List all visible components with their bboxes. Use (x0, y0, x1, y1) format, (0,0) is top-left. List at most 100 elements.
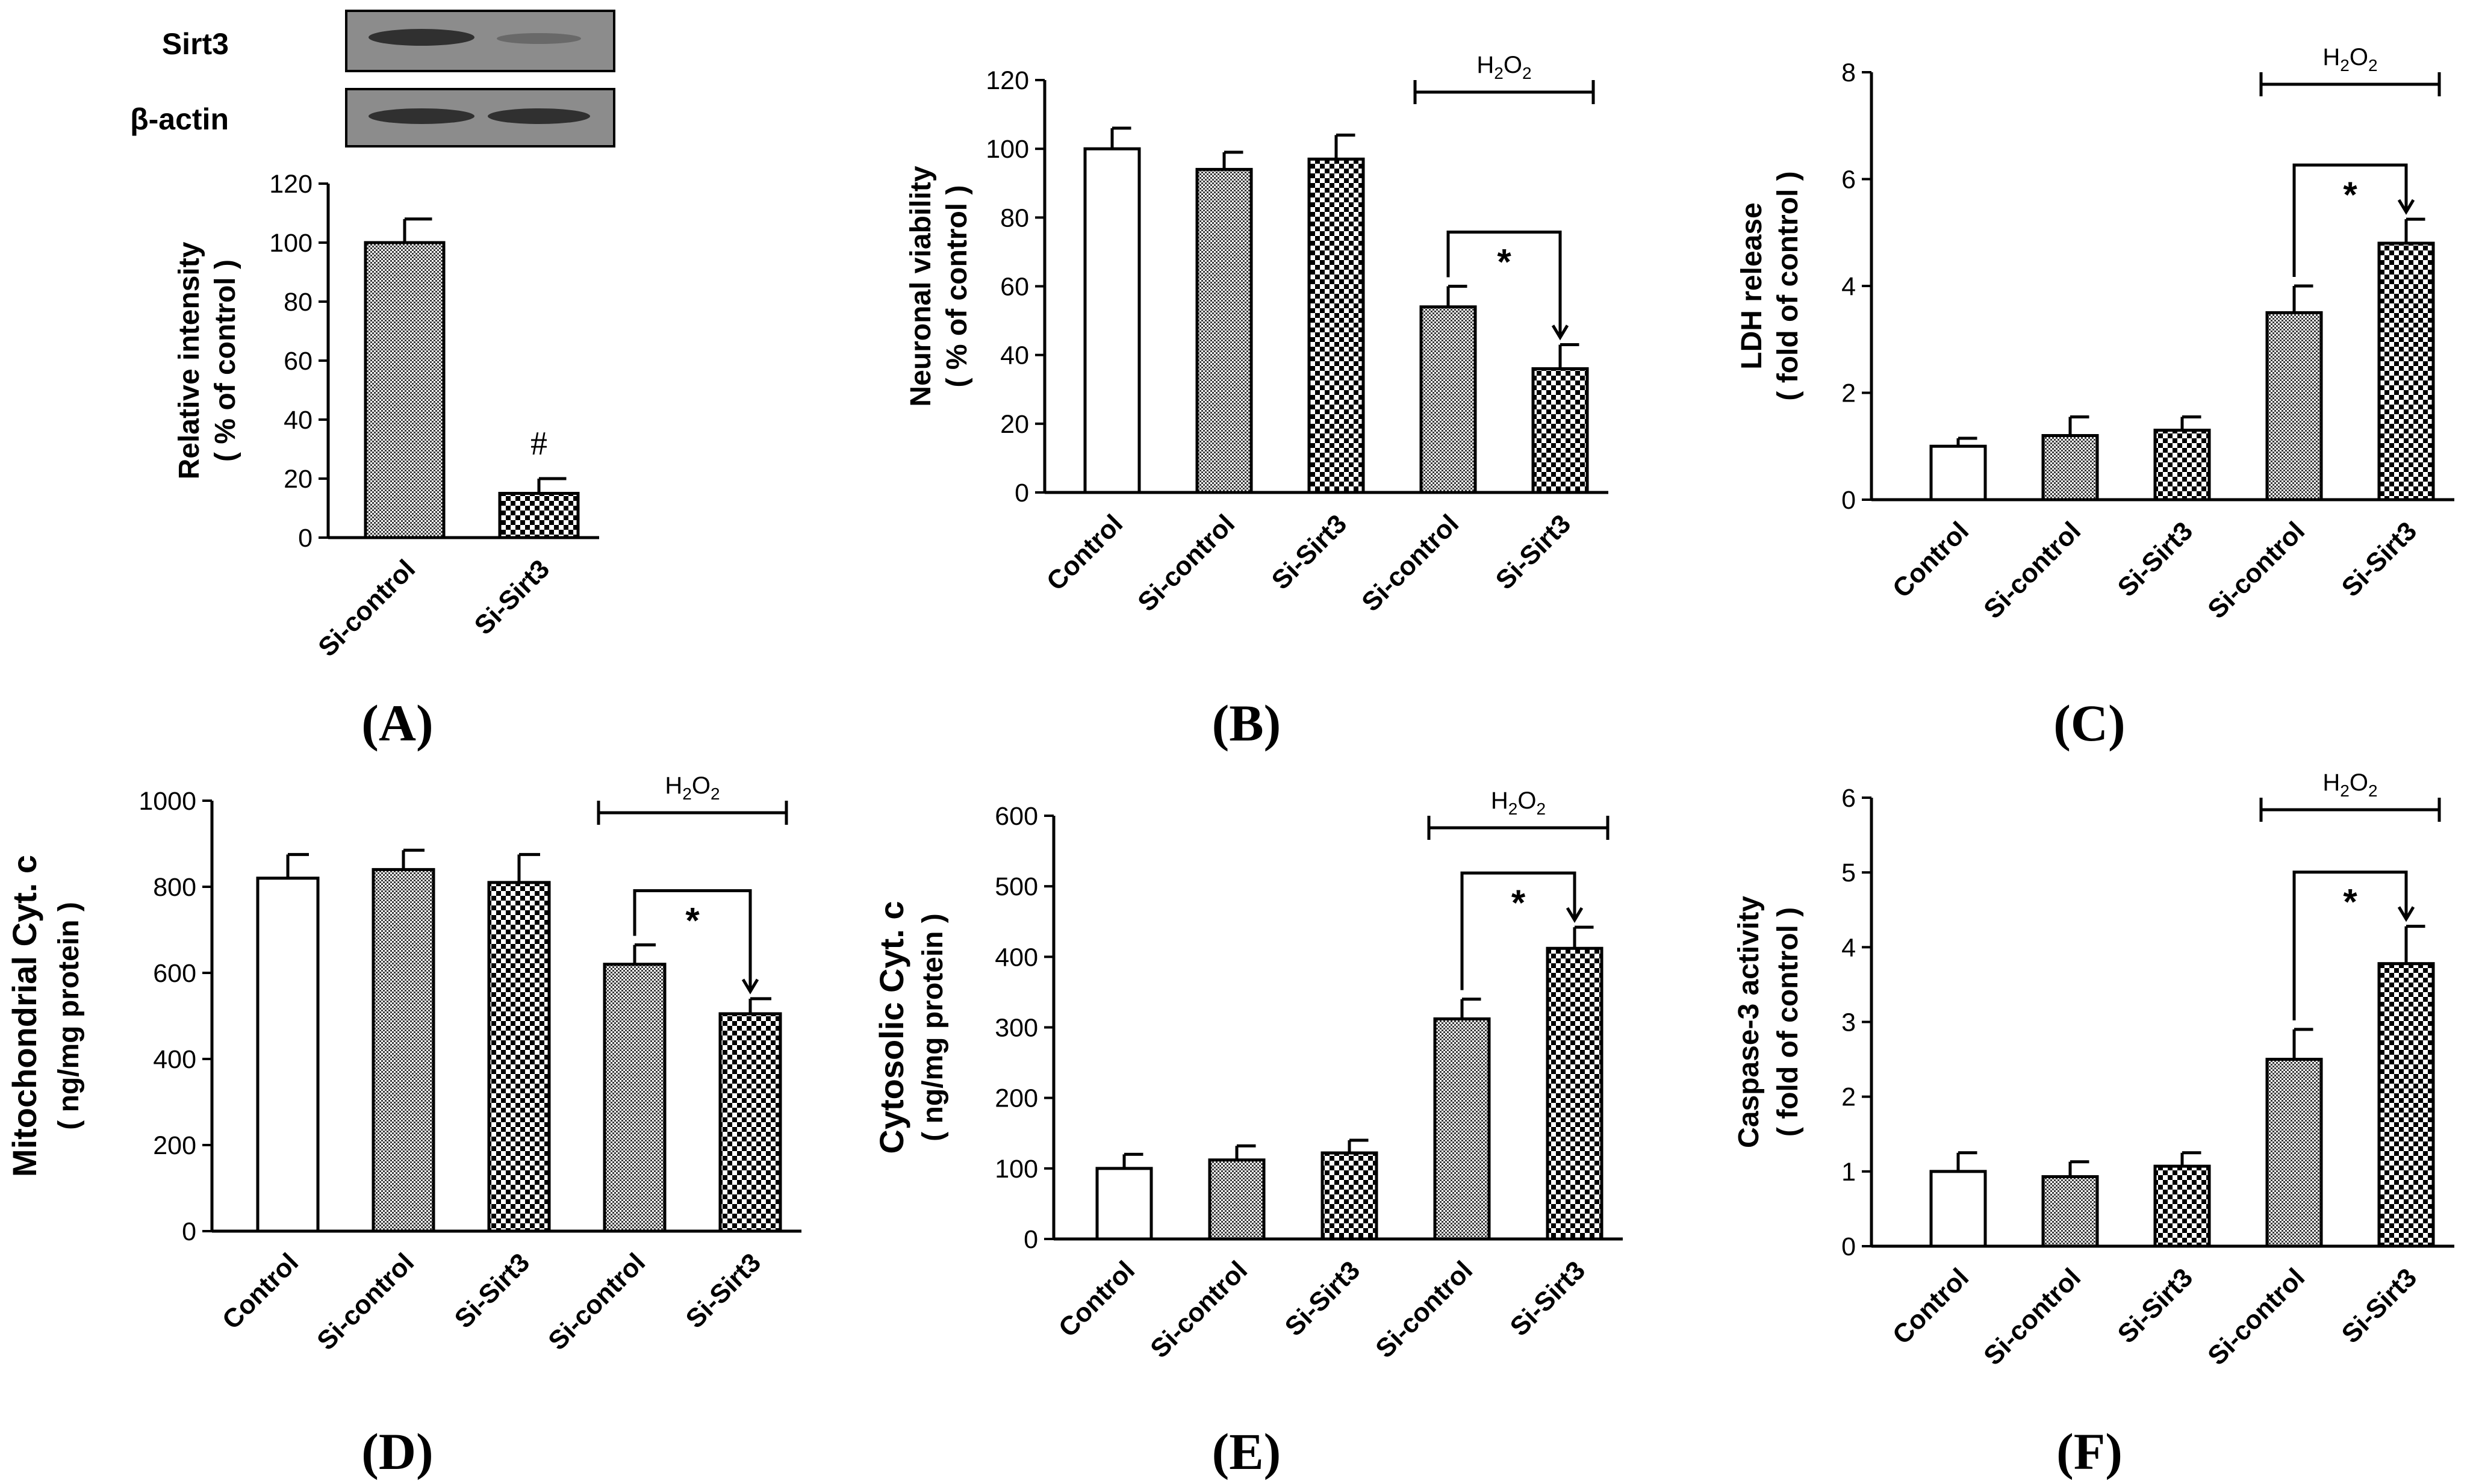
significance-bracket-e (1460, 871, 1576, 990)
y-tick-label-b: 20 (1000, 410, 1029, 439)
significance-bracket-d (633, 889, 752, 990)
y-axis-label-e: Cytosolic Cyt. c (873, 901, 910, 1153)
y-axis-sublabel-a: ( % of control ) (210, 259, 241, 462)
y-tick-label-a: 0 (298, 524, 313, 553)
y-tick-label-d: 200 (153, 1131, 196, 1160)
y-tick-label-f: 6 (1841, 784, 1856, 813)
y-tick-label-d: 1000 (138, 787, 196, 816)
y-tick-label-f: 3 (1841, 1008, 1856, 1037)
y-tick-label-e: 100 (995, 1155, 1038, 1184)
chart-f-caspase-3-activity: 0 1 2 3 4 5 6 Caspase-3 activity( fold of contr… (1733, 769, 2454, 1371)
category-label-f-0: Control (1887, 1262, 1974, 1350)
category-label-d-2: Si-Sirt3 (449, 1247, 535, 1334)
chart-b-neuronal-viability: 0 20 40 60 80 100 120 Neuronal viability( % of … (905, 52, 1608, 617)
bar-c-2 (2153, 429, 2211, 501)
significance-arrow-b (1551, 324, 1569, 341)
y-tick-label-a: 40 (284, 406, 313, 435)
category-label-c-0: Control (1887, 516, 1974, 603)
panel-label-f: (F) (2056, 1423, 2123, 1480)
bar-c-0 (1929, 444, 1987, 501)
bar-e-4 (1546, 946, 1603, 1241)
category-label-a-0: Si-control (313, 554, 421, 662)
panel-label-d: (D) (361, 1423, 433, 1480)
y-tick-label-d: 0 (182, 1217, 196, 1246)
category-label-c-4: Si-Sirt3 (2336, 516, 2422, 603)
chart-e-cytosolic-cyt-c: 0 100 200 300 400 500 600 Cytosolic Cyt. c( ng/… (873, 787, 1623, 1364)
y-tick-label-c: 8 (1841, 58, 1856, 87)
bar-d-2 (487, 881, 551, 1233)
annotation-hash-a: # (530, 425, 547, 462)
y-tick-label-f: 4 (1841, 933, 1856, 962)
y-axis-label-a: Relative intensity (173, 241, 205, 479)
panel-label-b: (B) (1212, 694, 1281, 752)
blot-label-beta-actin: β-actin (130, 102, 229, 136)
bar-e-1 (1208, 1158, 1266, 1241)
bar-c-4 (2377, 241, 2435, 501)
treatment-label-f: H2O2 (2322, 769, 2377, 800)
y-tick-label-d: 400 (153, 1045, 196, 1074)
panel-label-a: (A) (361, 694, 433, 752)
y-tick-label-e: 500 (995, 872, 1038, 901)
bar-d-4 (718, 1012, 782, 1233)
y-tick-label-c: 2 (1841, 379, 1856, 408)
category-label-d-0: Control (217, 1247, 304, 1335)
category-label-b-3: Si-control (1356, 509, 1464, 617)
category-label-a-1: Si-Sirt3 (468, 554, 555, 641)
significance-star-d: * (685, 901, 700, 941)
y-axis-sublabel-f: ( fold of control ) (1772, 907, 1804, 1137)
category-label-f-4: Si-Sirt3 (2336, 1262, 2422, 1349)
category-label-d-1: Si-control (311, 1247, 420, 1356)
bar-d-3 (603, 963, 667, 1233)
y-tick-label-a: 100 (269, 229, 313, 258)
significance-star-f: * (2343, 882, 2357, 922)
category-label-e-2: Si-Sirt3 (1279, 1255, 1366, 1342)
y-tick-label-b: 100 (986, 135, 1029, 164)
bar-f-1 (2041, 1175, 2099, 1248)
y-tick-label-b: 120 (986, 66, 1029, 95)
treatment-label-c: H2O2 (2322, 44, 2377, 75)
bar-b-2 (1307, 157, 1365, 494)
western-blot: Sirt3 β-actin (130, 10, 615, 147)
category-label-f-3: Si-control (2202, 1262, 2310, 1371)
bar-b-4 (1531, 367, 1589, 494)
y-tick-label-b: 60 (1000, 273, 1029, 302)
chart-c-ldh-release: 0 2 4 6 8 LDH release( fold of control ) Contr… (1736, 44, 2454, 624)
blot-band-actin-knockdown (488, 108, 590, 124)
category-label-f-1: Si-control (1978, 1262, 2086, 1371)
category-label-c-2: Si-Sirt3 (2112, 516, 2198, 603)
bar-f-4 (2377, 962, 2435, 1248)
category-label-e-4: Si-Sirt3 (1504, 1255, 1591, 1342)
y-tick-label-a: 120 (269, 170, 313, 199)
panel-label-e: (E) (1212, 1423, 1281, 1480)
y-tick-label-e: 400 (995, 943, 1038, 972)
treatment-label-b: H2O2 (1476, 52, 1531, 82)
y-tick-label-e: 600 (995, 802, 1038, 831)
bar-f-2 (2153, 1164, 2211, 1248)
y-axis-label-d: Mitochondrial Cyt. c (5, 855, 43, 1177)
y-tick-label-e: 200 (995, 1084, 1038, 1113)
treatment-label-e: H2O2 (1491, 787, 1546, 818)
category-label-b-4: Si-Sirt3 (1490, 509, 1576, 595)
chart-d-mitochondrial-cyt-c: 0 200 400 600 800 1000 Mitochondrial Cyt. c ( n… (5, 772, 801, 1356)
bar-a-1 (498, 492, 580, 539)
y-tick-label-f: 2 (1841, 1083, 1856, 1112)
category-label-b-2: Si-Sirt3 (1266, 509, 1352, 595)
bar-e-3 (1433, 1017, 1491, 1241)
y-tick-label-e: 0 (1024, 1225, 1038, 1254)
y-tick-label-d: 600 (153, 959, 196, 988)
significance-arrow-d (741, 978, 759, 995)
y-axis-sublabel-e: ( ng/mg protein ) (917, 913, 949, 1141)
y-tick-label-f: 5 (1841, 858, 1856, 887)
bar-a-0 (364, 241, 446, 539)
blot-band-sirt3-control (369, 29, 474, 46)
bar-b-0 (1083, 147, 1141, 494)
blot-band-sirt3-knockdown (497, 33, 581, 44)
category-label-c-3: Si-control (2202, 516, 2310, 624)
category-label-f-2: Si-Sirt3 (2112, 1262, 2198, 1349)
significance-arrow-f (2397, 906, 2415, 922)
category-label-e-1: Si-control (1145, 1255, 1253, 1364)
y-tick-label-a: 80 (284, 288, 313, 317)
bar-d-1 (372, 868, 435, 1233)
y-tick-label-c: 0 (1841, 486, 1856, 515)
